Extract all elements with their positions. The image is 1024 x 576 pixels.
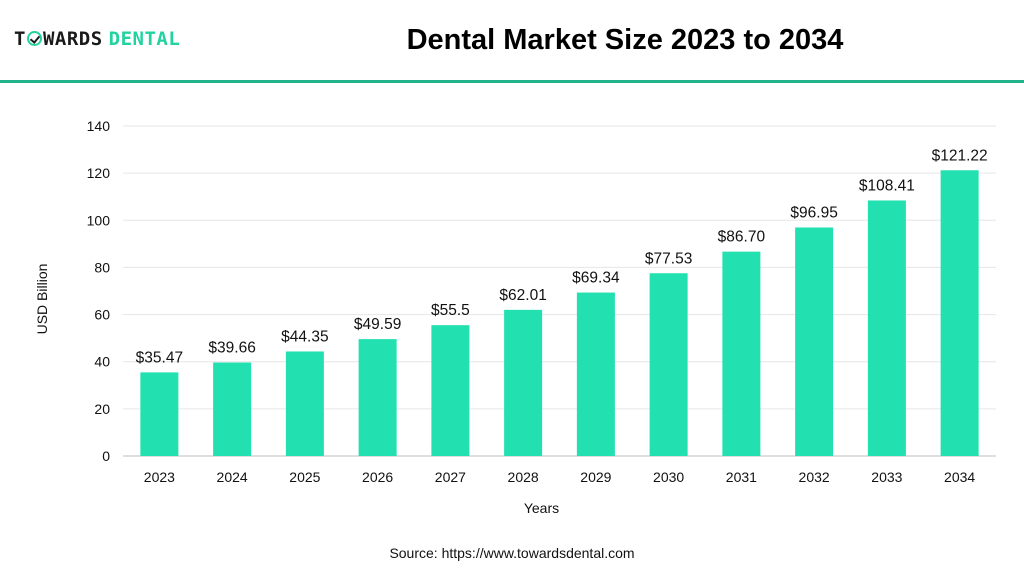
bar [358, 339, 397, 456]
x-tick-label: 2030 [653, 469, 684, 485]
data-label: $44.35 [281, 328, 328, 345]
y-tick-label: 60 [94, 307, 110, 323]
x-tick-label: 2028 [508, 469, 539, 485]
bar-chart: 0 20 40 60 80 100 120 140 $35.47 2023 $39.66 2024 $4… [34, 118, 996, 516]
x-tick-label: 2025 [289, 469, 320, 485]
data-label: $35.47 [136, 349, 183, 366]
bar [649, 273, 688, 456]
y-tick-label: 80 [94, 259, 110, 275]
data-label: $121.22 [932, 147, 988, 164]
y-tick-label: 40 [94, 354, 110, 370]
y-tick-label: 120 [87, 165, 111, 181]
data-label: $69.34 [572, 270, 620, 287]
x-tick-label: 2034 [944, 469, 975, 485]
y-tick-label: 0 [102, 448, 110, 464]
y-tick-label: 20 [94, 401, 110, 417]
logo-check-icon [26, 31, 42, 46]
logo-text-prefix: T [14, 28, 26, 50]
logo-text-suffix: DENTAL [108, 28, 181, 50]
data-label: $86.70 [718, 229, 766, 246]
x-tick-label: 2023 [144, 469, 175, 485]
x-tick-label: 2027 [435, 469, 466, 485]
bar [576, 292, 615, 456]
bar [795, 227, 834, 456]
bar [504, 309, 543, 456]
data-label: $62.01 [499, 287, 546, 304]
data-label: $108.41 [859, 177, 915, 194]
x-tick-label: 2032 [799, 469, 830, 485]
x-tick-label: 2026 [362, 469, 393, 485]
bar [140, 372, 179, 456]
x-tick-label: 2029 [580, 469, 611, 485]
data-label: $55.5 [431, 302, 470, 319]
header: T WARDS DENTAL Dental Market Size 2023 to … [0, 0, 1024, 84]
x-axis-title: Years [524, 500, 559, 516]
data-label: $77.53 [645, 250, 692, 267]
bar [213, 362, 252, 456]
bar [867, 200, 906, 456]
bar [722, 251, 761, 456]
bar [940, 170, 979, 456]
page-title: Dental Market Size 2023 to 2034 [406, 24, 844, 56]
y-tick-label: 100 [87, 212, 111, 228]
y-tick-label: 140 [87, 118, 111, 134]
bar [285, 351, 324, 456]
x-tick-label: 2031 [726, 469, 757, 485]
logo-text-middle: WARDS [42, 28, 103, 50]
y-axis-title: USD Billion [34, 264, 50, 335]
x-tick-label: 2024 [217, 469, 248, 485]
data-label: $49.59 [354, 316, 401, 333]
x-tick-label: 2033 [871, 469, 902, 485]
source-note: Source: https://www.towardsdental.com [389, 545, 635, 561]
header-divider [0, 80, 1024, 83]
data-label: $96.95 [790, 204, 837, 221]
brand-logo: T WARDS DENTAL [14, 28, 180, 50]
data-label: $39.66 [208, 340, 255, 357]
bar [431, 325, 470, 456]
